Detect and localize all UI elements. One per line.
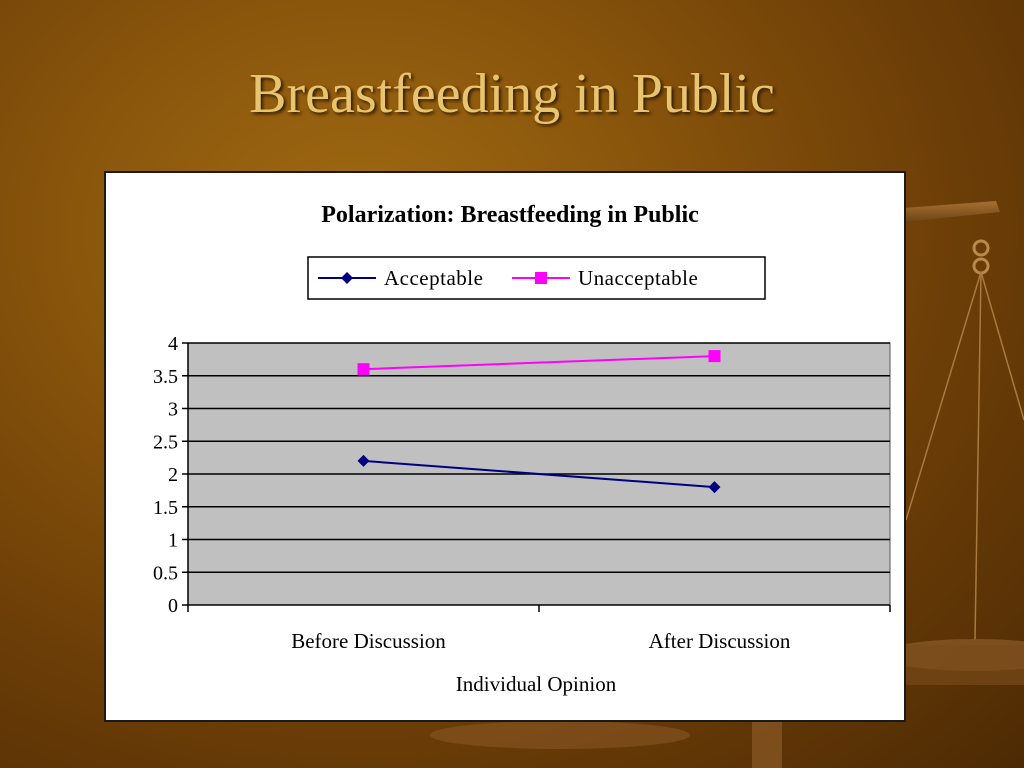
x-tick-label: After Discussion [649, 629, 791, 653]
y-tick-label: 2.5 [153, 431, 178, 453]
y-tick-label: 1.5 [153, 497, 178, 519]
series-line-unacceptable [363, 355, 715, 371]
chart-container: Polarization: Breastfeeding in Public Ac… [104, 171, 906, 722]
legend-marker-unacceptable [535, 272, 547, 284]
x-tick-label: Before Discussion [291, 629, 446, 653]
y-tick-label: 0.5 [153, 562, 178, 584]
data-point-unacceptable [357, 363, 370, 376]
y-tick-label: 4 [168, 333, 178, 355]
line-chart: Polarization: Breastfeeding in Public Ac… [153, 202, 891, 696]
series-line-acceptable [363, 459, 715, 489]
y-tick-label: 0 [168, 595, 178, 617]
y-tick-label: 3.5 [153, 366, 178, 388]
legend-label-acceptable: Acceptable [384, 266, 483, 290]
slide-title: Breastfeeding in Public [249, 63, 775, 125]
y-tick-label: 2 [168, 464, 178, 486]
legend: Acceptable Unacceptable [307, 256, 766, 300]
y-tick-label: 3 [168, 399, 178, 421]
data-point-unacceptable [708, 350, 721, 363]
y-tick-label: 1 [168, 530, 178, 552]
chart-title: Polarization: Breastfeeding in Public [321, 202, 699, 228]
legend-label-unacceptable: Unacceptable [578, 266, 698, 290]
x-axis-label: Individual Opinion [456, 672, 617, 696]
data-point-acceptable [357, 454, 370, 467]
data-point-acceptable [708, 481, 721, 494]
legend-marker-acceptable [341, 272, 353, 284]
